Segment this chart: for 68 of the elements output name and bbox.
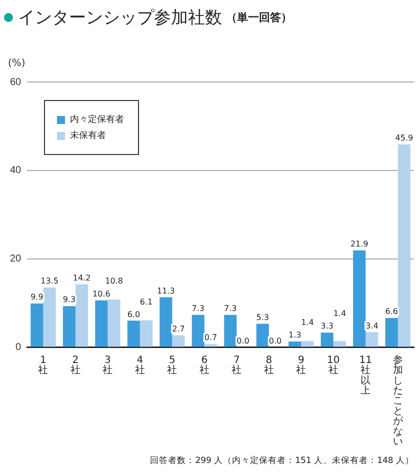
y-tick-label: 60	[10, 76, 22, 88]
y-tick-label: 0	[16, 342, 22, 353]
data-label: 2.7	[172, 324, 185, 334]
bar	[172, 335, 185, 347]
data-label: 0.7	[204, 333, 218, 342]
data-label: 45.9	[395, 133, 414, 142]
bar	[95, 300, 108, 347]
bar	[160, 297, 172, 347]
data-label: 6.0	[127, 310, 140, 319]
data-label: 1.4	[333, 309, 346, 318]
bar	[353, 250, 366, 347]
data-label: 1.3	[288, 330, 302, 340]
data-label: 10.8	[105, 276, 123, 286]
bar	[366, 332, 378, 347]
bar	[108, 299, 120, 347]
bar	[301, 341, 314, 347]
category-label: 参加したことがない	[392, 354, 403, 448]
bar	[398, 144, 410, 347]
bar	[333, 341, 346, 347]
x-tick-label: 5社	[167, 354, 178, 376]
chart-title: インターンシップ参加社数	[18, 7, 222, 29]
bar	[192, 314, 204, 347]
bar	[320, 332, 334, 347]
data-label: 0.0	[236, 336, 250, 346]
data-label: 6.6	[385, 307, 398, 316]
x-tick-label: 9社	[296, 354, 306, 376]
x-tick-label: 1社	[38, 354, 48, 376]
data-label: 3.3	[320, 322, 334, 331]
data-label: 14.2	[72, 274, 91, 283]
data-label: 9.9	[30, 292, 44, 302]
x-tick-label: 7社	[232, 354, 242, 376]
bar	[204, 344, 218, 347]
bar	[140, 320, 153, 347]
data-label: 9.3	[62, 295, 76, 304]
bar	[62, 306, 76, 347]
y-tick-label: 40	[10, 165, 22, 176]
data-label: 0.0	[268, 336, 282, 346]
y-axis-title: (%)	[8, 58, 26, 69]
x-tick-label: 6社	[199, 354, 210, 376]
x-tick-label: 10社	[327, 354, 340, 376]
legend-label: 未保有者	[70, 130, 106, 142]
x-tick-label: 4社	[134, 354, 145, 376]
data-label: 21.9	[350, 239, 368, 248]
data-label: 3.4	[366, 321, 378, 330]
legend-label: 内々定保有者	[70, 114, 124, 126]
chart-subtitle: （単一回答）	[226, 10, 292, 25]
data-label: 7.3	[224, 304, 237, 314]
data-label: 6.1	[140, 297, 153, 306]
x-tick-label: 3社	[102, 354, 113, 376]
x-tick-label: 8社	[264, 354, 274, 376]
data-label: 1.4	[301, 318, 314, 328]
bar	[385, 318, 398, 347]
data-label: 11.3	[157, 286, 175, 296]
bar	[127, 320, 140, 347]
data-label: 5.3	[256, 312, 269, 322]
x-tick-label: 11社以上	[359, 354, 372, 396]
bar	[43, 288, 56, 347]
data-label: 13.5	[40, 276, 58, 286]
bar	[30, 303, 44, 347]
bar	[288, 341, 302, 347]
bar	[224, 314, 237, 347]
bar	[75, 284, 88, 347]
x-tick-label: 2社	[70, 354, 80, 376]
bar	[256, 324, 269, 347]
data-label: 7.3	[192, 304, 205, 314]
text: 回答者数：299 人（内々定保有者：151 人、未保有者：148 人）	[150, 455, 414, 467]
y-tick-label: 20	[10, 254, 22, 265]
data-label: 10.6	[92, 289, 110, 298]
